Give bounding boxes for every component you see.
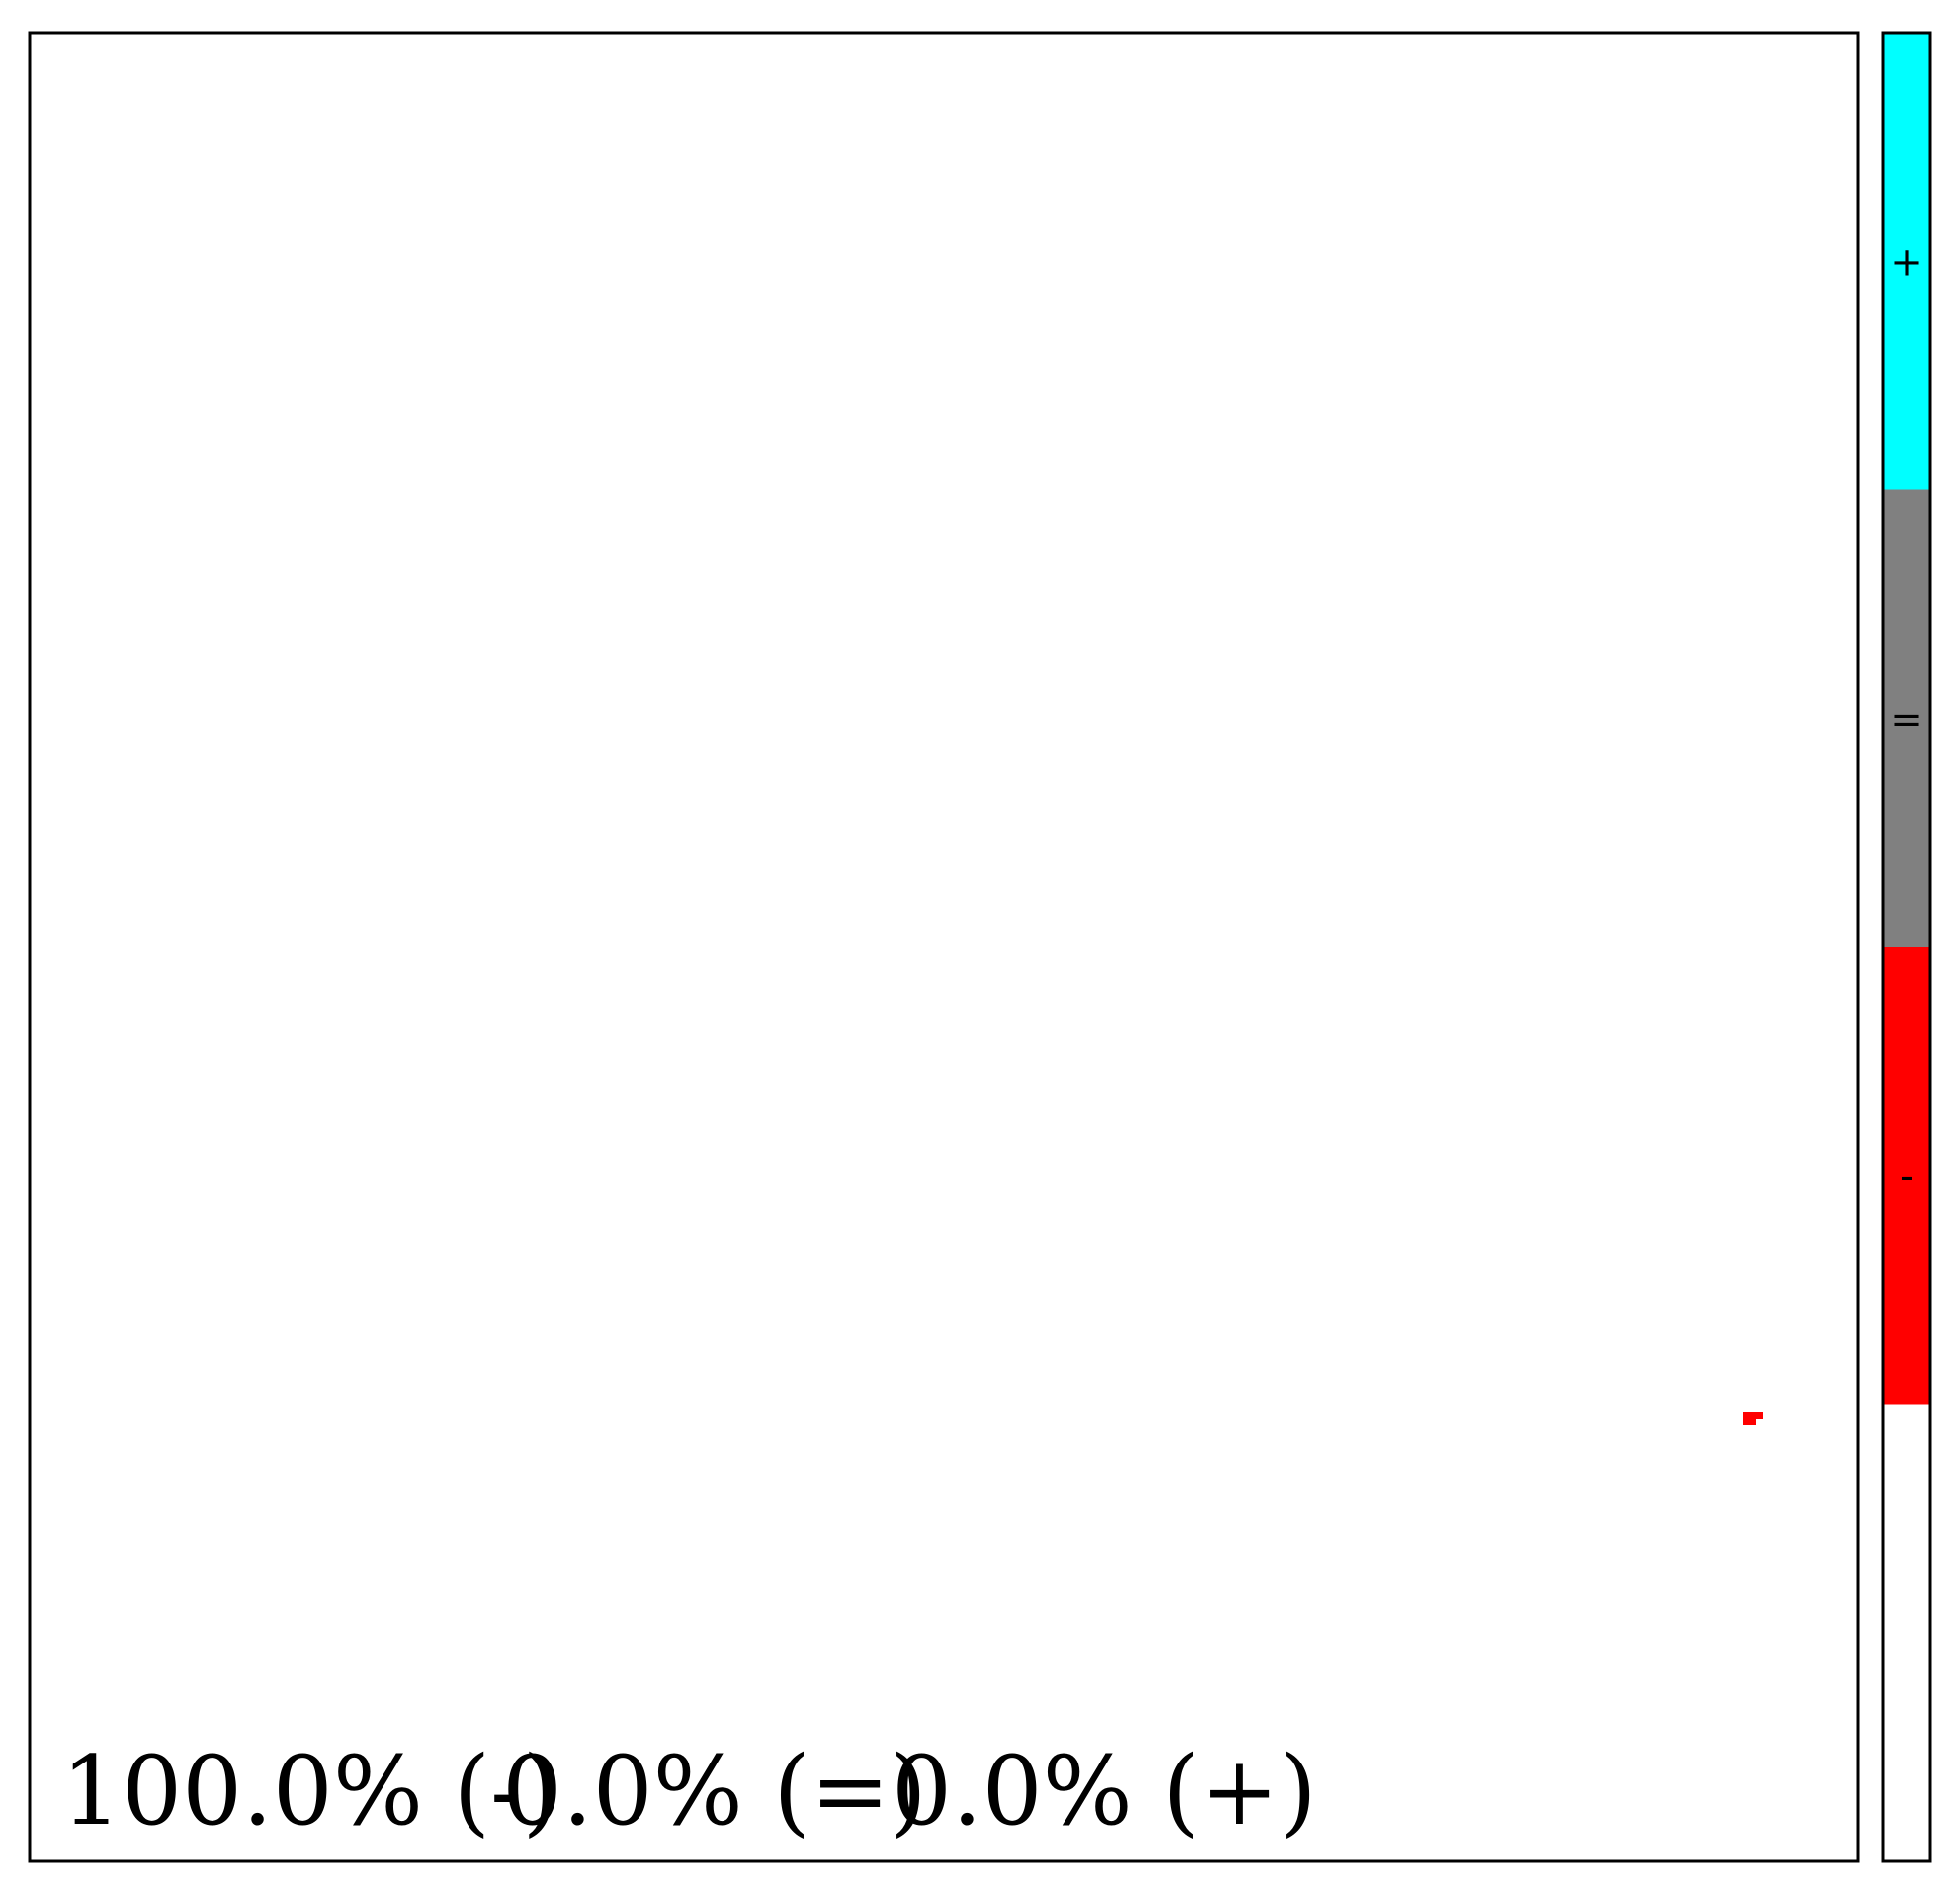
summary-neg: 100.0% (-) <box>61 1736 559 1847</box>
legend-label: = <box>1890 697 1923 742</box>
legend-label: + <box>1890 239 1923 285</box>
legend-segment <box>1883 947 1930 1405</box>
legend-segment <box>1883 1404 1930 1861</box>
legend-colorbar: + = - <box>1883 33 1930 1861</box>
heatmap-cell <box>1743 1419 1749 1425</box>
heatmap-panel <box>28 31 1860 1863</box>
heatmap-cell <box>1749 1412 1756 1419</box>
heatmap-cell <box>1743 1412 1749 1419</box>
legend-segment <box>1883 489 1930 947</box>
heatmap-cells <box>1743 1412 1763 1425</box>
summary-pos: 0.0% (+) <box>892 1736 1317 1847</box>
heatmap-cell <box>1756 1412 1763 1419</box>
legend-segment <box>1883 33 1930 490</box>
summary-eq: 0.0% (=) <box>502 1736 927 1847</box>
legend-frame <box>1881 31 1932 1863</box>
heatmap-cell <box>1749 1419 1756 1425</box>
legend-label: - <box>1900 1154 1914 1199</box>
